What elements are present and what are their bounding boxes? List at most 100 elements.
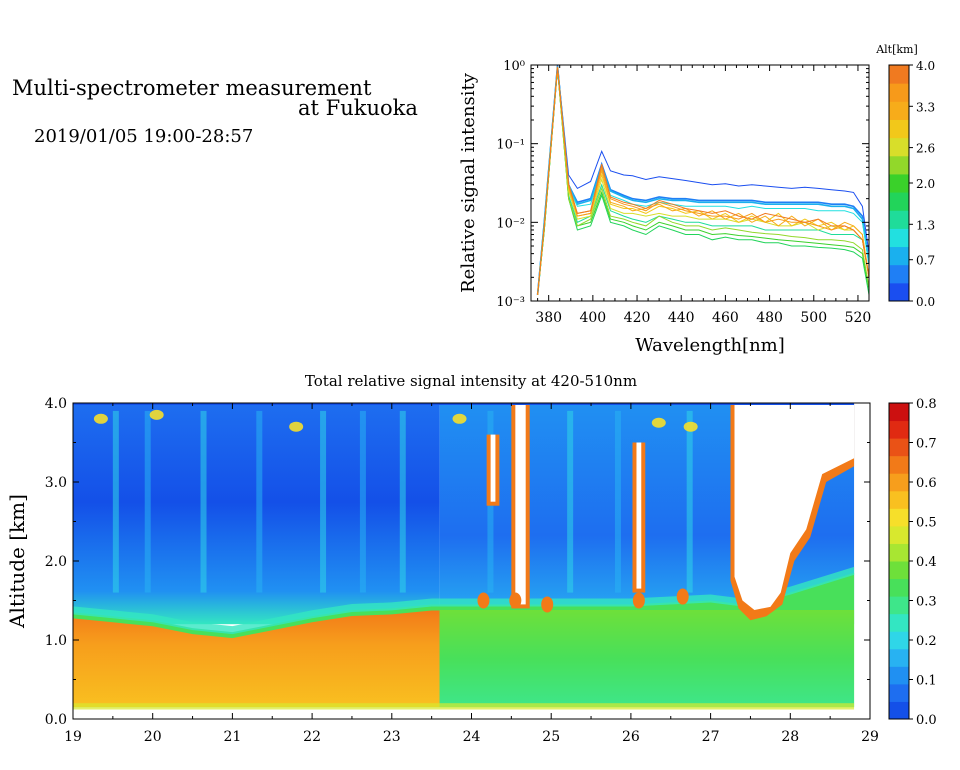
spectrum-line [537,67,869,295]
colorbar-swatch [889,508,909,527]
colorbar-tick-label: 0.7 [916,437,937,452]
colorbar-tick-label: 0.7 [916,254,935,268]
colorbar-swatch [889,246,909,266]
surface-band [73,703,855,710]
spectrum-line [537,67,869,295]
upper-spot [93,413,108,424]
colorbar-swatch [889,473,909,492]
colorbar-tick-label: 0.0 [916,295,935,309]
large-cloud [734,403,855,610]
altitude-colorbar: 0.0 0.7 1.3 2.0 2.6 3.3 4.0 Alt[km] [875,43,935,309]
title-line-1: Multi-spectrometer measurement [12,76,372,100]
colorbar-swatch [889,192,909,211]
x-tick-label: 25 [542,729,560,745]
colorbar-swatch [889,403,909,422]
upper-spot [683,421,698,432]
x-tick-label: 19 [64,729,82,745]
y-tick-label: 1.0 [45,633,67,649]
high-intensity-layer [73,610,440,708]
upper-spot [452,413,467,424]
aerosol-spot [676,588,689,605]
heatmap-plot: 19 20 21 22 23 24 25 26 27 28 29 0.0 1.0 2.0 3.0 4.0 Tot… [5,372,937,745]
spectrum-line [537,65,869,295]
colorbar-swatch [889,65,909,84]
streak [320,410,327,593]
colorbar-swatch [889,701,909,720]
colorbar-swatch [889,543,909,562]
x-tick-label: 24 [463,729,481,745]
measurement-datetime: 2019/01/05 19:00-28:57 [34,126,254,147]
y-tick-label: 4.0 [45,396,67,412]
colorbar-tick-label: 0.4 [916,555,937,570]
y-tick-label: 3.0 [45,475,67,491]
colorbar-swatch [889,578,909,597]
transition-band [73,566,855,635]
upper-spot [289,421,304,432]
colorbar-swatch [889,119,909,139]
upper-spot [149,409,164,420]
colorbar-swatch [889,490,909,509]
aerosol-spot [632,592,645,609]
aerosol-spot [509,592,522,609]
intensity-colorbar: 0.0 0.1 0.2 0.3 0.4 0.5 0.6 0.7 0.8 [888,397,937,728]
y-axis-label: Relative signal intensity [458,72,479,293]
y-tick-label: 2.0 [45,554,67,570]
spectrum-line [536,66,869,295]
spectrum-line [537,67,869,295]
colorbar-tick-label: 0.6 [916,476,937,491]
colorbar-tick-label: 3.3 [916,100,935,114]
streak [200,410,207,593]
streak [144,410,151,593]
heatmap-y-axis-label: Altitude [km] [5,494,29,629]
x-tick-label: 480 [756,310,783,326]
colorbar-swatch [889,264,909,284]
title-line-2: at Fukuoka [298,96,418,120]
aerosol-spot [477,592,490,609]
x-tick-label: 460 [712,310,739,326]
heatmap-area [73,403,870,719]
x-tick-label: 22 [303,729,321,745]
streak [614,410,621,593]
colorbar-tick-label: 2.0 [916,177,935,191]
colorbar-tick-label: 1.3 [916,218,935,232]
colorbar-tick-label: 0.5 [916,516,937,531]
x-tick-label: 520 [845,310,872,326]
y-tick-label: 10⁰ [503,59,525,74]
colorbar-tick-label: 4.0 [916,59,935,73]
x-tick-label: 21 [223,729,241,745]
colorbar-swatch [889,155,909,175]
streak [399,410,406,593]
y-tick-label: 10⁻² [496,216,525,231]
colorbar-tick-label: 0.2 [916,634,937,649]
upper-spot [651,417,666,428]
colorbar-swatch [889,613,909,632]
spectrum-line [536,65,869,295]
colorbar-swatch [889,101,909,120]
x-tick-label: 27 [702,729,720,745]
x-tick-label: 400 [579,310,606,326]
x-tick-label: 420 [624,310,651,326]
colorbar-tick-label: 0.0 [916,713,937,728]
spectrum-line [537,66,869,295]
y-tick-label: 10⁻¹ [496,138,525,153]
colorbar-swatch [889,631,909,650]
moderate-intensity-layer [439,609,855,708]
colorbar-swatch [889,648,909,667]
spectrum-lines [536,65,869,295]
x-tick-label: 23 [383,729,401,745]
x-tick-label: 440 [668,310,695,326]
x-tick-label: 20 [144,729,162,745]
spectrum-plot: 380 400 420 440 460 480 500 520 10⁻³ 10⁻² 10⁻¹ 10⁰ W… [458,43,935,356]
x-axis-label: Wavelength[nm] [635,335,785,356]
streak [686,410,693,593]
colorbar-swatch [889,282,909,302]
colorbar-tick-label: 0.3 [916,595,937,610]
colorbar-swatch [889,228,909,248]
spectrum-line [537,66,869,295]
spectrum-frame [530,64,870,302]
colorbar-swatch [889,596,909,615]
x-tick-label: 28 [781,729,799,745]
colorbar-swatch [889,137,909,157]
colorbar-tick-label: 0.8 [916,397,937,412]
